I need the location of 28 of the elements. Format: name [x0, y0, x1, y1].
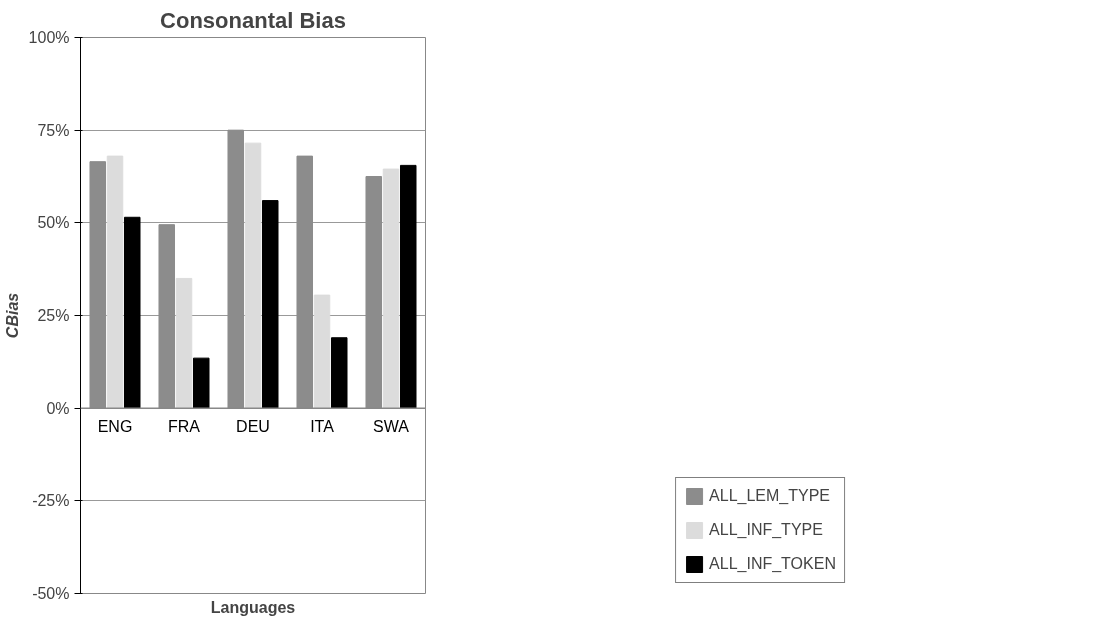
y-tick-label: 50%: [37, 214, 70, 232]
chart-title: Consonantal Bias: [160, 7, 346, 33]
x-tick-label: SWA: [373, 417, 410, 435]
x-tick-label: DEU: [236, 417, 270, 435]
bar: [330, 337, 348, 409]
bar: [382, 168, 400, 409]
y-tick-label: -25%: [32, 492, 70, 510]
x-tick-label: ENG: [97, 417, 133, 435]
x-tick-label: ITA: [310, 417, 335, 435]
bar: [399, 164, 417, 409]
bar: [192, 357, 210, 409]
bar: [313, 294, 331, 409]
bar: [244, 142, 262, 409]
legend-label: ALL_INF_TOKEN: [709, 555, 836, 573]
x-tick-label: FRA: [168, 417, 201, 435]
y-tick-label: 25%: [37, 307, 70, 324]
bar: [261, 200, 279, 409]
bar: [106, 155, 124, 409]
x-axis-title: Languages: [210, 598, 296, 616]
y-tick-label: 0%: [46, 399, 70, 417]
legend-label: ALL_INF_TYPE: [709, 521, 823, 539]
legend-label: ALL_LEM_TYPE: [709, 487, 831, 505]
y-axis-title: CBias: [3, 292, 21, 339]
bar: [175, 277, 193, 409]
y-tick-label: 75%: [37, 121, 70, 139]
bar: [123, 216, 141, 409]
y-tick-label: -50%: [32, 585, 70, 602]
y-tick-label: 100%: [28, 29, 70, 46]
